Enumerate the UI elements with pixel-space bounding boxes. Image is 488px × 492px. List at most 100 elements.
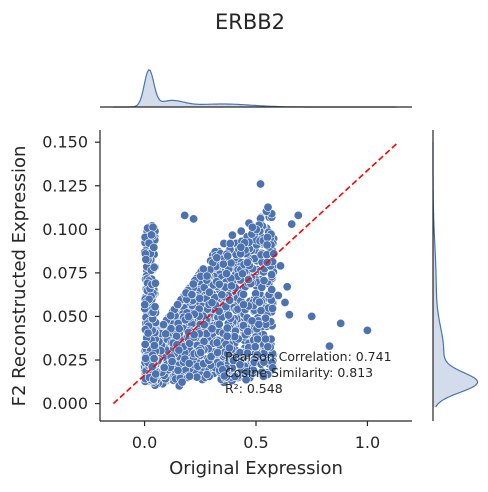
stats-annotation: R²: 0.548: [225, 381, 283, 396]
scatter-point: [280, 297, 290, 307]
scatter-point: [275, 261, 285, 271]
scatter-point: [236, 242, 246, 252]
x-axis-label: Original Expression: [169, 458, 343, 479]
scatter-point: [151, 369, 161, 379]
y-tick-label: 0.150: [42, 133, 88, 152]
scatter-point: [238, 269, 248, 279]
scatter-point: [207, 298, 217, 308]
scatter-point: [219, 371, 229, 381]
x-tick-label: 0.0: [132, 433, 157, 452]
scatter-point: [242, 257, 252, 267]
scatter-point: [218, 259, 228, 269]
scatter-point: [227, 281, 237, 291]
y-tick-label: 0.050: [42, 307, 88, 326]
scatter-point: [174, 324, 184, 334]
y-ticks: 0.000 0.025 0.050 0.075 0.100 0.125 0.150: [42, 133, 100, 413]
scatter-point: [230, 332, 240, 342]
scatter-point: [222, 323, 232, 333]
scatter-point: [217, 290, 227, 300]
scatter-point: [214, 319, 224, 329]
scatter-point: [212, 338, 222, 348]
scatter-point: [324, 341, 334, 351]
scatter-point: [227, 230, 237, 240]
identity-line: [112, 143, 397, 405]
y-tick-label: 0.000: [42, 394, 88, 413]
top-marginal-kde: [100, 69, 412, 108]
scatter-point: [307, 311, 317, 321]
scatter-point: [267, 285, 277, 295]
scatter-point: [185, 338, 195, 348]
scatter-point: [224, 310, 234, 320]
scatter-point: [362, 325, 372, 335]
scatter-point: [259, 357, 269, 367]
scatter-point: [267, 303, 277, 313]
scatter-point: [187, 290, 197, 300]
scatter-point: [189, 330, 199, 340]
scatter-point: [267, 270, 277, 280]
scatter-point: [140, 339, 150, 349]
scatter-point: [243, 348, 253, 358]
scatter-point: [250, 342, 260, 352]
scatter-point: [149, 242, 159, 252]
scatter-point: [269, 249, 279, 259]
scatter-point: [262, 232, 272, 242]
x-tick-label: 0.5: [243, 433, 268, 452]
scatter-point: [189, 214, 199, 224]
y-tick-label: 0.100: [42, 220, 88, 239]
scatter-point: [184, 312, 194, 322]
scatter-point: [235, 360, 245, 370]
scatter-point: [141, 353, 151, 363]
scatter-point: [336, 318, 346, 328]
scatter-point: [256, 306, 266, 316]
scatter-point: [222, 269, 232, 279]
scatter-point: [177, 377, 187, 387]
y-tick-label: 0.075: [42, 263, 88, 282]
scatter-point: [148, 222, 158, 232]
scatter-point: [195, 293, 205, 303]
y-tick-label: 0.025: [42, 351, 88, 370]
scatter-point: [254, 297, 264, 307]
scatter-point: [159, 363, 169, 373]
scatter-point: [287, 219, 297, 229]
y-axis-label: F2 Reconstructed Expression: [9, 146, 30, 407]
scatter-point: [247, 222, 257, 232]
scatter-point: [167, 356, 177, 366]
scatter-point: [196, 347, 206, 357]
scatter-point: [173, 365, 183, 375]
scatter-point: [207, 324, 217, 334]
scatter-point: [261, 334, 271, 344]
scatter-point: [242, 367, 252, 377]
scatter-point: [239, 289, 249, 299]
scatter-point: [150, 302, 160, 312]
x-ticks: 0.0 0.5 1.0: [132, 421, 380, 452]
scatter-point: [202, 369, 212, 379]
scatter-point: [174, 345, 184, 355]
scatter-point: [213, 347, 223, 357]
top-kde-fill: [113, 69, 397, 107]
scatter-point: [243, 326, 253, 336]
scatter-point: [293, 210, 303, 220]
stats-annotation: Pearson Correlation: 0.741: [225, 349, 392, 364]
scatter-point: [143, 328, 153, 338]
scatter-point: [214, 279, 224, 289]
scatter-point: [140, 300, 150, 310]
stats-annotation: Cosine Similarity: 0.813: [225, 365, 373, 380]
scatter-point: [255, 179, 265, 189]
right-kde-fill: [433, 142, 478, 408]
scatter-point: [225, 239, 235, 249]
scatter-point: [206, 352, 216, 362]
scatter-point: [236, 226, 246, 236]
scatter-point: [239, 300, 249, 310]
scatter-point: [150, 278, 160, 288]
scatter-point: [254, 319, 264, 329]
scatter-point: [188, 279, 198, 289]
scatter-point: [268, 363, 278, 373]
chart-title: ERBB2: [215, 10, 285, 34]
scatter-points: [140, 179, 372, 391]
scatter-point: [263, 342, 273, 352]
scatter-point: [146, 230, 156, 240]
scatter-point: [173, 300, 183, 310]
